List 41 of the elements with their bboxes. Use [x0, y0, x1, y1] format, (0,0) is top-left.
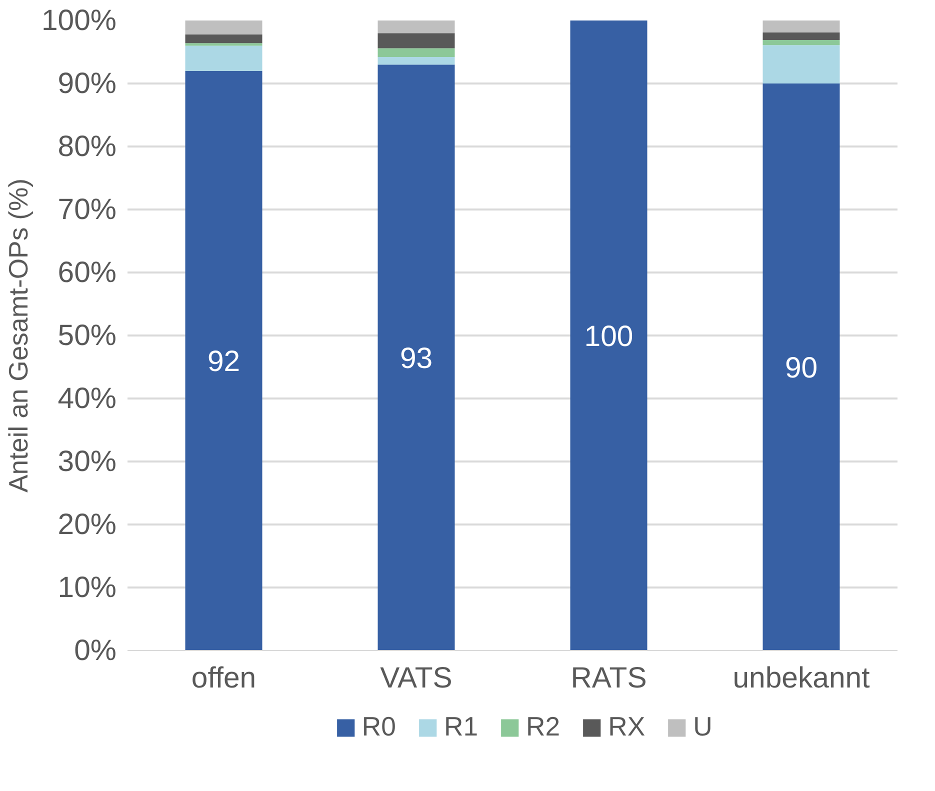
bar — [762, 32, 840, 40]
y-tick-label: 60% — [58, 256, 117, 289]
y-tick-label: 30% — [58, 445, 117, 478]
data-label: 92 — [207, 345, 240, 378]
y-tick-label: 40% — [58, 382, 117, 415]
bar — [762, 84, 840, 650]
bar — [378, 64, 455, 650]
x-tick-label: offen — [191, 662, 256, 694]
x-tick-label: unbekannt — [732, 662, 870, 694]
bar — [762, 20, 840, 32]
legend-label: R0 — [362, 712, 396, 742]
bar — [185, 46, 262, 71]
y-tick-label: 50% — [58, 319, 117, 352]
data-label: 90 — [784, 352, 818, 384]
x-tick-label: VATS — [380, 662, 452, 694]
legend-label: R2 — [526, 712, 560, 742]
y-tick-label: 80% — [58, 130, 117, 163]
legend-label: R1 — [444, 712, 478, 742]
bar — [570, 20, 648, 650]
y-tick-label: 100% — [41, 4, 117, 37]
y-axis-title: Anteil an Gesamt-OPs (%) — [3, 178, 34, 493]
bar — [378, 20, 455, 34]
legend-label: RX — [608, 712, 646, 742]
bar — [762, 45, 840, 84]
data-label: 93 — [400, 342, 433, 376]
bar — [185, 70, 262, 650]
bar — [762, 40, 840, 46]
bar — [185, 20, 262, 34]
data-label: 100 — [584, 320, 634, 353]
y-tick-label: 20% — [58, 508, 117, 541]
bar — [185, 43, 262, 46]
legend-label: U — [693, 712, 714, 742]
y-tick-label: 90% — [58, 67, 117, 100]
x-tick-label: RATS — [570, 662, 647, 694]
y-tick-label: 10% — [58, 571, 117, 604]
bar — [378, 48, 455, 58]
y-tick-label: 70% — [58, 193, 117, 226]
bar — [378, 33, 455, 48]
bar — [378, 57, 455, 65]
y-tick-label: 0% — [74, 634, 116, 667]
bar — [185, 34, 262, 44]
